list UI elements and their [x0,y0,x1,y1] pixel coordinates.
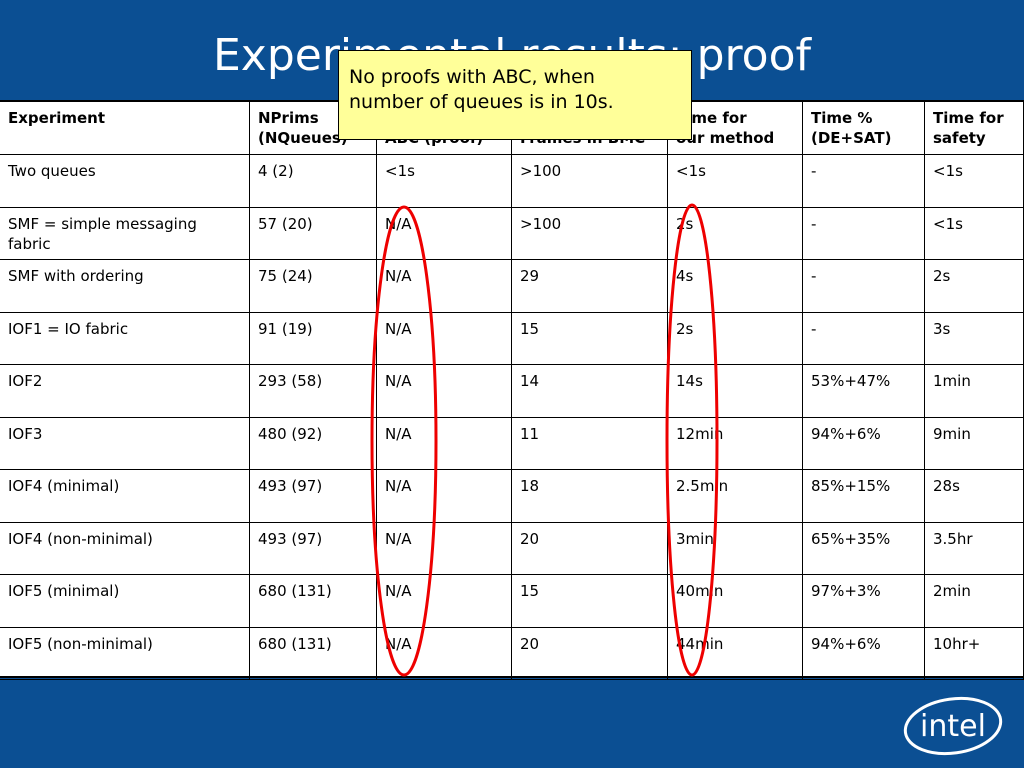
table-cell: - [803,207,925,260]
table-cell: IOF5 (minimal) [0,575,250,628]
header-line: Time % [811,109,873,127]
table-cell: N/A [377,417,512,470]
table-cell: 4 (2) [250,155,377,208]
header-cell: Experiment [0,102,250,155]
table-cell: N/A [377,627,512,680]
header-line: Time for [933,109,1004,127]
table-cell: 65%+35% [803,522,925,575]
table-cell: 29 [512,260,668,313]
header-cell: Time for safety [925,102,1024,155]
table-cell: 480 (92) [250,417,377,470]
table-cell: 44min [668,627,803,680]
table-cell: Two queues [0,155,250,208]
table-cell: IOF3 [0,417,250,470]
table-cell: SMF with ordering [0,260,250,313]
table-cell: - [803,260,925,313]
table-cell: N/A [377,312,512,365]
highlight-ellipse [665,203,719,677]
header-line: safety [933,129,986,147]
header-cell: Time for our method [668,102,803,155]
callout-line: number of queues is in 10s. [349,91,614,113]
header-line: (NQueues) [258,129,348,147]
table-cell: N/A [377,365,512,418]
callout-line: No proofs with ABC, when [349,66,595,88]
logo: intel [903,696,1003,756]
table-cell: 493 (97) [250,470,377,523]
header-line: NPrims [258,109,319,127]
header-line: our method [676,129,775,147]
table-cell: 680 (131) [250,627,377,680]
header-line: (DE+SAT) [811,129,892,147]
table-cell: IOF4 (minimal) [0,470,250,523]
logo-text: intel [920,709,986,744]
table-cell: 20 [512,522,668,575]
table-cell: 14s [668,365,803,418]
table-cell: N/A [377,575,512,628]
logo-swoosh [903,696,1003,756]
table-cell: SMF = simple messaging fabric [0,207,250,260]
table-cell: 20 [512,627,668,680]
table-cell: 15 [512,312,668,365]
table-cell: 97%+3% [803,575,925,628]
header-line: Experiment [8,109,106,127]
table-cell: 94%+6% [803,627,925,680]
table-cell: 57 (20) [250,207,377,260]
table-cell: >100 [512,207,668,260]
header-cell: NPrims (NQueues) [250,102,377,155]
table-cell: 293 (58) [250,365,377,418]
table-cell: - [803,312,925,365]
table-cell: IOF5 (non-minimal) [0,627,250,680]
table-cell: 15 [512,575,668,628]
table-cell: <1s [668,155,803,208]
table-cell: 75 (24) [250,260,377,313]
header-line: Time for [676,109,747,127]
table-cell: IOF2 [0,365,250,418]
table-cell: 3min [668,522,803,575]
table-cell: 4s [668,260,803,313]
header-cell: Time % (DE+SAT) [803,102,925,155]
table-cell: <1s [377,155,512,208]
table-cell: N/A [377,260,512,313]
table-cell: IOF4 (non-minimal) [0,522,250,575]
table-cell: 680 (131) [250,575,377,628]
table-cell: N/A [377,522,512,575]
table-cell: 2s [668,312,803,365]
table-cell: 94%+6% [803,417,925,470]
table-cell: 85%+15% [803,470,925,523]
table-cell: N/A [377,470,512,523]
highlight-ellipse [370,205,438,677]
table-cell: - [803,155,925,208]
table-cell: 12min [668,417,803,470]
callout: No proofs with ABC, when number of queue… [338,50,692,140]
table-cell: 53%+47% [803,365,925,418]
table-cell: >100 [512,155,668,208]
table-cell: IOF1 = IO fabric [0,312,250,365]
